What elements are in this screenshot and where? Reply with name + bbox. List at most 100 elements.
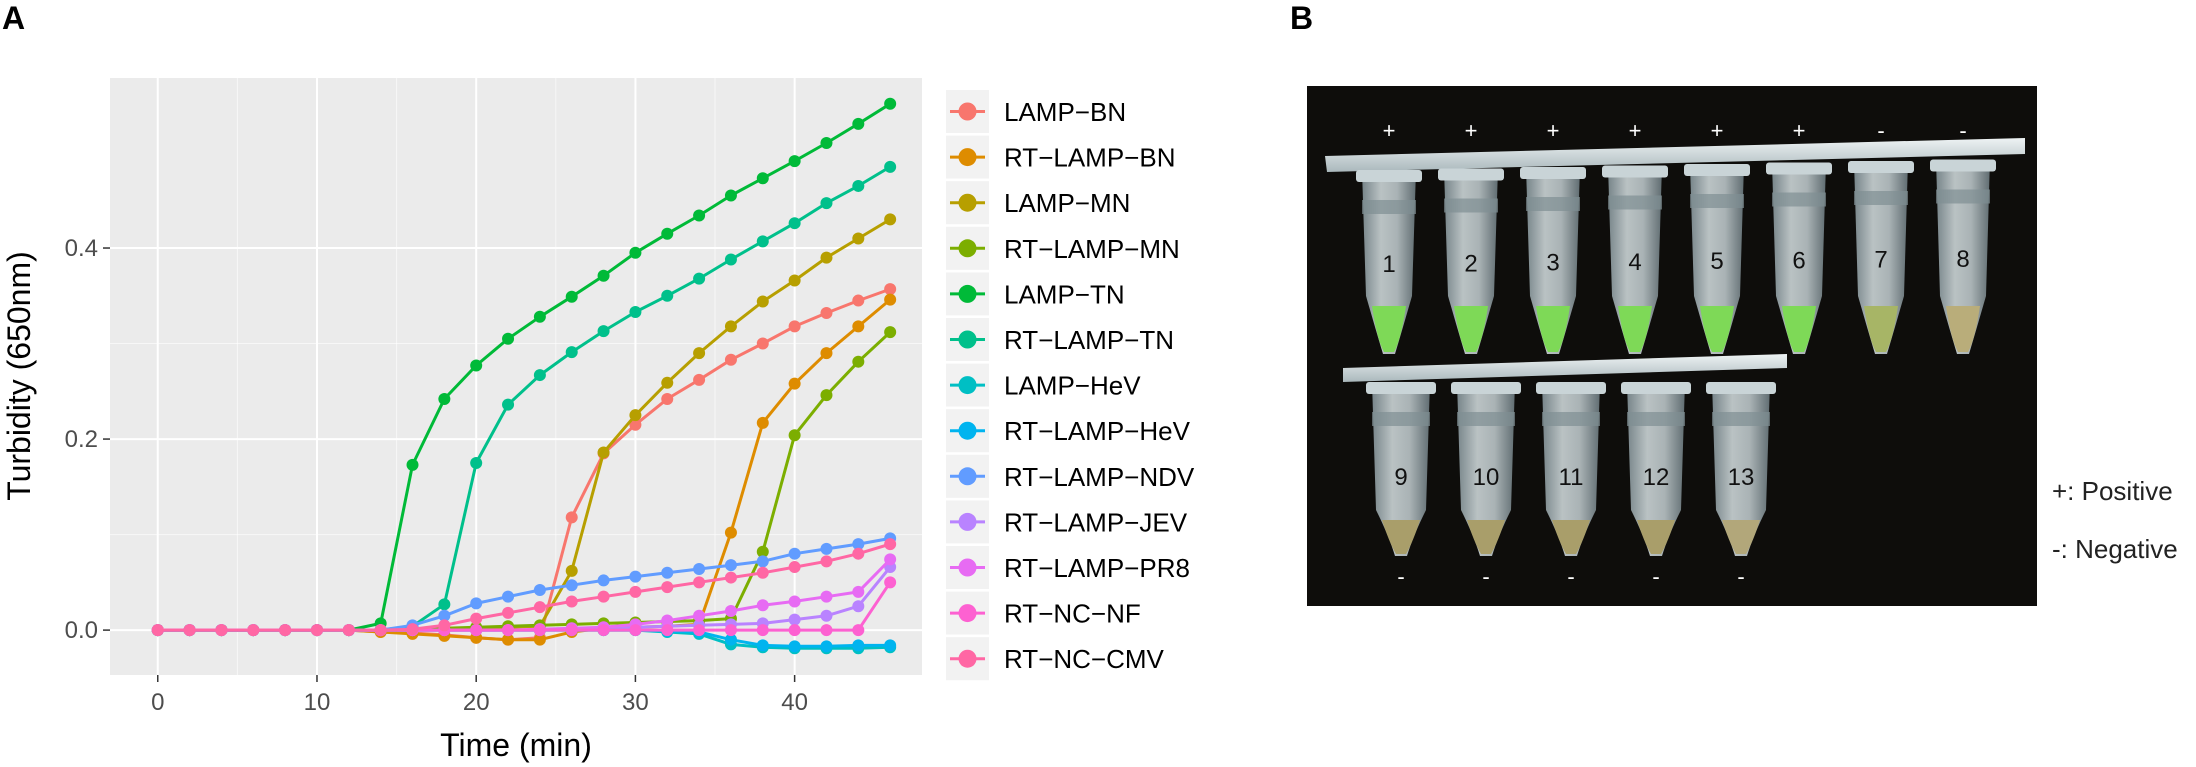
tube-liquid <box>1700 306 1734 352</box>
legend-label: LAMP−HeV <box>1004 371 1141 401</box>
x-tick-label: 30 <box>622 689 649 716</box>
data-point <box>852 585 865 598</box>
data-point <box>629 246 642 259</box>
tube-collar <box>1621 382 1691 394</box>
data-point <box>724 189 737 202</box>
data-point <box>884 326 897 339</box>
tube-sign: + <box>1793 118 1806 143</box>
data-point <box>406 458 419 471</box>
tube-collar <box>1520 167 1586 179</box>
legend-label: LAMP−BN <box>1004 97 1126 127</box>
data-point <box>597 269 610 282</box>
tube-collar <box>1356 170 1422 182</box>
data-point <box>852 294 865 307</box>
panel-b-label: B <box>1290 0 1314 36</box>
data-point <box>533 583 546 596</box>
data-point <box>470 597 483 610</box>
tube-collar <box>1366 382 1436 394</box>
top-tube: 5+ <box>1684 118 1750 354</box>
data-point <box>724 559 737 572</box>
data-point <box>661 289 674 302</box>
tube-collar <box>1602 165 1668 178</box>
data-point <box>565 624 578 637</box>
data-point <box>852 179 865 192</box>
data-point <box>693 347 706 360</box>
legend-label: RT−LAMP−MN <box>1004 234 1180 264</box>
data-point <box>756 416 769 429</box>
legend-label: RT−NC−NF <box>1004 599 1141 629</box>
tube-collar <box>1684 164 1750 176</box>
bottom-tube: 12 - <box>1621 382 1691 589</box>
data-point <box>820 347 833 360</box>
data-point <box>533 624 546 637</box>
tube-collar-shadow <box>1712 412 1770 426</box>
data-point <box>788 377 801 390</box>
tube-photo: 1+2+3+4+5+6+7-8-9-10-11-12-13- <box>1307 86 2037 606</box>
data-point <box>502 606 515 619</box>
data-point <box>884 293 897 306</box>
data-point <box>756 599 769 612</box>
data-point <box>884 639 897 652</box>
legend-item: LAMP−TN <box>946 272 1125 316</box>
tube-number: 7 <box>1874 247 1887 274</box>
data-point <box>438 598 451 611</box>
legend-key-point <box>958 239 977 258</box>
tube-sign: + <box>1465 118 1478 143</box>
tube-number: 13 <box>1728 464 1755 491</box>
data-point <box>788 595 801 608</box>
legend-item: RT−LAMP−HeV <box>946 409 1191 453</box>
tube-collar <box>1848 161 1914 173</box>
legend-label: RT−LAMP−NDV <box>1004 462 1195 492</box>
data-point <box>565 511 578 524</box>
data-point <box>502 398 515 411</box>
tube-liquid <box>1864 306 1898 352</box>
legend-key-point <box>958 649 977 668</box>
data-point <box>693 576 706 589</box>
data-point <box>788 561 801 574</box>
data-point <box>820 609 833 622</box>
data-point <box>565 564 578 577</box>
tube-number: 4 <box>1628 249 1641 276</box>
data-point <box>565 290 578 303</box>
x-tick-label: 40 <box>781 689 808 716</box>
data-point <box>724 253 737 266</box>
data-point <box>693 373 706 386</box>
legend-item: RT−NC−NF <box>946 591 1141 635</box>
data-point <box>820 624 833 637</box>
data-point <box>470 612 483 625</box>
data-point <box>788 429 801 442</box>
bottom-tube: 10 - <box>1451 382 1521 589</box>
tube-liquid <box>1637 520 1675 554</box>
legend-label: RT−LAMP−PR8 <box>1004 553 1190 583</box>
data-point <box>279 624 292 637</box>
data-point <box>756 624 769 637</box>
data-point <box>884 97 897 110</box>
data-point <box>820 590 833 603</box>
data-point <box>629 409 642 422</box>
tube-liquid <box>1782 306 1816 352</box>
data-point <box>502 633 515 646</box>
tube-collar-shadow <box>1627 412 1685 426</box>
data-point <box>502 624 515 637</box>
data-point <box>533 369 546 382</box>
plot-background <box>110 78 922 675</box>
data-point <box>788 274 801 287</box>
data-point <box>661 566 674 579</box>
data-point <box>406 623 419 636</box>
data-point <box>852 538 865 551</box>
data-point <box>502 590 515 603</box>
positive-legend: +: Positive <box>2052 476 2173 506</box>
data-point <box>693 209 706 222</box>
legend-key-point <box>958 148 977 167</box>
panel-a-label: A <box>2 0 26 36</box>
x-tick-label: 0 <box>151 689 164 716</box>
data-point <box>661 376 674 389</box>
data-point <box>724 526 737 539</box>
data-point <box>852 547 865 560</box>
data-point <box>852 639 865 652</box>
data-point <box>884 538 897 551</box>
tube-sign: - <box>1652 564 1659 589</box>
data-point <box>661 392 674 405</box>
data-point <box>470 359 483 372</box>
top-tube: 7- <box>1848 118 1914 354</box>
